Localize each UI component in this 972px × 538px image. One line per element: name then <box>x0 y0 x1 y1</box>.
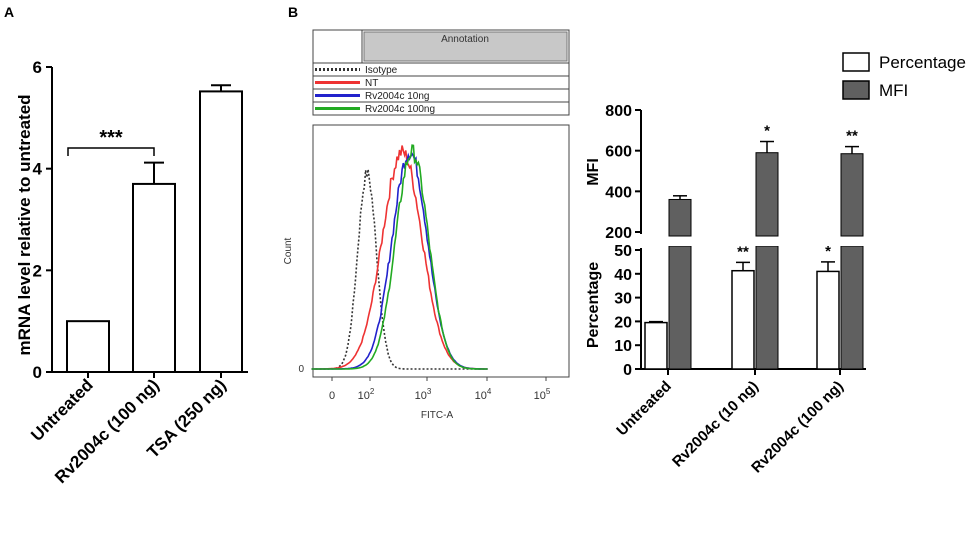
mfi-bar-top-2 <box>840 153 864 237</box>
significance-label: *** <box>99 127 123 149</box>
y-tick-label: 0 <box>33 363 42 382</box>
percentage-bar-0 <box>644 321 668 370</box>
panel-b-bar-chart: Percentage MFI 200 400 600 800 0 10 20 30 40 50 MFI P… <box>585 52 966 477</box>
mfi-tick-label: 400 <box>605 184 632 201</box>
bar-1 <box>132 182 176 373</box>
mfi-bar-top-1 <box>755 152 779 237</box>
series-line-0 <box>311 169 488 370</box>
legend-label-0: Isotype <box>365 65 398 76</box>
mfi-bar-top-0 <box>668 198 692 237</box>
percentage-axis-label: Percentage <box>585 262 602 348</box>
percentage-tick-label: 30 <box>614 291 632 308</box>
percentage-star: ** <box>737 243 749 260</box>
legend-swatch-1 <box>842 80 870 100</box>
y-tick-label: 4 <box>33 160 43 179</box>
y-axis-label: Count <box>283 237 294 264</box>
mfi-star: ** <box>846 128 858 145</box>
series-line-3 <box>311 144 488 370</box>
legend-label-1: MFI <box>879 81 908 100</box>
legend-row <box>312 101 570 116</box>
x-tick-label: 102 <box>358 387 375 402</box>
y-axis-label: mRNA level relative to untreated <box>15 94 34 355</box>
x-tick-label: Untreated <box>27 375 97 445</box>
x-tick-label: Rv2004c (10 ng) <box>669 378 762 471</box>
x-axis-label: FITC-A <box>421 410 454 421</box>
percentage-tick-label: 0 <box>623 362 632 379</box>
mfi-bar-bottom-2 <box>840 245 864 370</box>
annotation-header-fill <box>363 31 568 62</box>
y-tick-label: 2 <box>33 261 42 280</box>
mfi-tick-label: 800 <box>605 103 632 120</box>
mfi-star: * <box>764 123 770 140</box>
percentage-tick-label: 20 <box>614 314 632 331</box>
x-tick-label: 104 <box>475 387 492 402</box>
panel-label-a: A <box>4 4 14 20</box>
panel-b-histogram: Annotation Isotype NT Rv2004c 10ng Rv2004c 1… <box>283 29 570 421</box>
panel-label-b: B <box>288 4 298 20</box>
percentage-tick-label: 10 <box>614 338 632 355</box>
x-tick-label: Rv2004c (100 ng) <box>748 378 847 477</box>
mfi-bar-bottom-1 <box>755 245 779 370</box>
legend-label-2: Rv2004c 10ng <box>365 91 430 102</box>
mfi-axis-label: MFI <box>585 158 602 186</box>
bar-2 <box>199 90 243 374</box>
legend-swatch-0 <box>842 52 870 72</box>
percentage-tick-label: 40 <box>614 267 632 284</box>
mfi-bar-bottom-0 <box>668 245 692 370</box>
significance-bracket <box>67 147 155 156</box>
x-tick-label: 105 <box>534 387 551 402</box>
axis-break-gap <box>633 238 866 246</box>
percentage-tick-label: 50 <box>614 243 632 260</box>
legend-label-3: Rv2004c 100ng <box>365 104 435 115</box>
percentage-bar-2 <box>816 270 840 370</box>
y-tick-label: 6 <box>33 58 42 77</box>
x-tick-label: 0 <box>329 390 335 402</box>
percentage-star: * <box>825 243 831 260</box>
annotation-header: Annotation <box>441 34 489 45</box>
mfi-tick-label: 600 <box>605 144 632 161</box>
legend-label-1: NT <box>365 78 378 89</box>
percentage-bar-1 <box>731 269 755 370</box>
y-tick-label: 0 <box>298 364 304 375</box>
bar-0 <box>66 320 110 373</box>
legend-label-0: Percentage <box>879 53 966 72</box>
x-tick-label: 103 <box>415 387 432 402</box>
x-tick-label: Untreated <box>613 378 675 440</box>
mfi-tick-label: 200 <box>605 225 632 242</box>
